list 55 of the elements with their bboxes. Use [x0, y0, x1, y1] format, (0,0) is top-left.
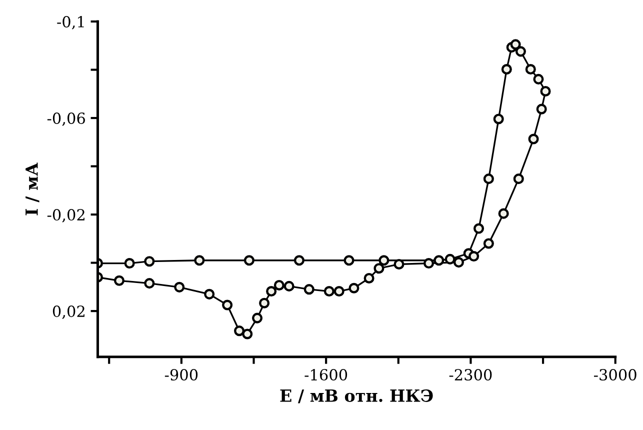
point	[453, 257, 464, 268]
point	[266, 286, 277, 297]
point	[374, 263, 384, 274]
point	[204, 288, 215, 300]
point	[468, 251, 480, 262]
point	[525, 64, 536, 75]
point	[244, 255, 254, 266]
point	[364, 272, 374, 284]
point	[344, 255, 354, 266]
point	[501, 64, 512, 75]
point	[144, 278, 155, 289]
point	[444, 254, 456, 264]
point	[324, 286, 334, 297]
point	[378, 255, 390, 266]
point	[259, 298, 270, 308]
point	[536, 104, 547, 114]
point	[234, 326, 245, 336]
point	[144, 256, 155, 267]
x-axis-title: E / мВ отн. НКЭ	[280, 389, 433, 404]
point	[304, 284, 314, 295]
point	[242, 328, 253, 340]
y-axis-title: I / мА	[26, 162, 40, 216]
point	[334, 286, 344, 297]
point	[483, 238, 494, 249]
point	[473, 223, 484, 234]
point	[528, 134, 539, 144]
point	[348, 282, 360, 294]
point	[533, 74, 544, 84]
x-tick-label: -2300	[449, 368, 492, 381]
y-tick-label: -0,1	[57, 16, 84, 30]
point	[394, 258, 404, 270]
point	[434, 255, 444, 266]
point	[252, 312, 263, 324]
point	[194, 255, 205, 266]
point	[114, 275, 125, 286]
x-tick-label: -1600	[304, 368, 348, 381]
point	[515, 46, 526, 57]
y-tick-label: -0,02	[47, 209, 84, 222]
point	[493, 114, 504, 124]
point	[540, 86, 551, 97]
y-tick-label: -0,06	[47, 112, 85, 126]
point	[124, 258, 135, 269]
point	[284, 280, 294, 292]
x-tick-label: -3000	[594, 368, 636, 381]
point	[483, 174, 494, 184]
point	[423, 258, 434, 269]
point	[274, 280, 284, 291]
point	[513, 174, 524, 184]
point	[510, 39, 521, 50]
y-tick-label: 0,02	[52, 306, 84, 319]
point	[498, 208, 509, 219]
point	[174, 282, 185, 292]
point	[222, 300, 233, 310]
x-tick-label: -900	[164, 368, 198, 381]
point	[294, 255, 304, 266]
